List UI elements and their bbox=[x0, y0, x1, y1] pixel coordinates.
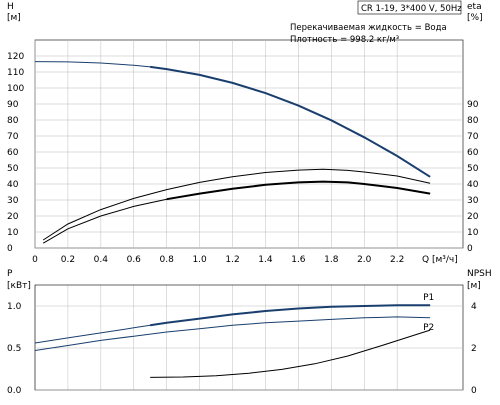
top-y-tick-label: 100 bbox=[7, 84, 24, 94]
top-y-tick-label: 70 bbox=[7, 132, 19, 142]
x-tick-label: 1.6 bbox=[291, 255, 306, 265]
bottom-ylabel-left-unit: [кВт] bbox=[7, 281, 31, 291]
top-ylabel-left-unit: [м] bbox=[7, 13, 21, 23]
top-y-tick-label: 80 bbox=[7, 116, 19, 126]
bottom-p2-curve bbox=[34, 316, 431, 351]
bottom-ylabel-right: NPSH bbox=[467, 269, 492, 279]
top-y-tick-label: 20 bbox=[7, 212, 19, 222]
x-tick-label: 1.2 bbox=[225, 255, 239, 265]
p2-series-label: P2 bbox=[423, 323, 434, 333]
bottom-npsh-curve bbox=[150, 329, 431, 378]
x-tick-label: 0.4 bbox=[94, 255, 109, 265]
top-y-right-tick-label: 30 bbox=[467, 196, 479, 206]
header-box bbox=[357, 0, 462, 15]
x-tick-label: 0.8 bbox=[160, 255, 175, 265]
bottom-y-tick-label: 0.0 bbox=[7, 386, 22, 396]
top-y-right-tick-label: 80 bbox=[467, 116, 479, 126]
top-y-right-tick-label: 50 bbox=[467, 164, 479, 174]
header-text: CR 1-19, 3*400 V, 50Hz bbox=[361, 4, 462, 14]
x-tick-label: 0.6 bbox=[127, 255, 142, 265]
top-h-curve-operating bbox=[150, 65, 431, 178]
x-tick-label: 2.2 bbox=[390, 255, 404, 265]
x-tick-label: 0.2 bbox=[61, 255, 75, 265]
x-tick-label: 1.4 bbox=[258, 255, 273, 265]
x-axis-label: Q [м³/ч] bbox=[422, 255, 458, 265]
bottom-y-right-tick-label: 4 bbox=[471, 302, 477, 312]
top-y-tick-label: 90 bbox=[7, 100, 19, 110]
fluid-note: Перекачиваемая жидкость = Вода bbox=[290, 23, 447, 33]
top-y-tick-label: 50 bbox=[7, 164, 19, 174]
top-y-right-tick-label: 90 bbox=[467, 100, 479, 110]
top-y-tick-label: 10 bbox=[7, 228, 19, 238]
bottom-ylabel-right-unit: [м] bbox=[467, 281, 481, 291]
top-y-tick-label: 30 bbox=[7, 196, 19, 206]
bottom-ylabel-left: P bbox=[7, 269, 13, 279]
top-y-right-tick-label: 70 bbox=[467, 132, 479, 142]
top-y-right-tick-label: 10 bbox=[467, 228, 479, 238]
x-tick-label: 1.8 bbox=[324, 255, 339, 265]
top-y-right-tick-label: 60 bbox=[467, 148, 479, 158]
x-tick-label: 1.0 bbox=[192, 255, 207, 265]
top-y-tick-label: 120 bbox=[7, 52, 24, 62]
top-y-right-tick-label: 40 bbox=[467, 180, 479, 190]
top-eta-bold-curve bbox=[42, 181, 431, 244]
bottom-y-right-tick-label: 2 bbox=[471, 344, 477, 354]
top-y-tick-label: 40 bbox=[7, 180, 19, 190]
bottom-y-tick-label: 1.0 bbox=[7, 302, 22, 312]
bottom-p1-curve-operating bbox=[150, 304, 431, 327]
top-ylabel-left: H bbox=[7, 2, 14, 12]
top-y-right-tick-label: 0 bbox=[467, 244, 473, 254]
top-y-tick-label: 60 bbox=[7, 148, 19, 158]
top-y-tick-label: 110 bbox=[7, 68, 24, 78]
bottom-y-tick-label: 0.5 bbox=[7, 344, 21, 354]
density-note: Плотность = 998.2 кг/м³ bbox=[290, 35, 399, 45]
bottom-y-right-tick-label: 0 bbox=[471, 386, 477, 396]
top-eta-thin-curve bbox=[42, 168, 431, 241]
top-ylabel-right-unit: [%] bbox=[467, 13, 483, 23]
bottom-plot-frame bbox=[34, 284, 464, 391]
top-ylabel-right: eta bbox=[467, 2, 482, 12]
x-tick-label: 0 bbox=[32, 255, 38, 265]
top-eta-bold-curve-operating bbox=[166, 180, 431, 201]
p1-series-label: P1 bbox=[423, 293, 434, 303]
x-tick-label: 2.0 bbox=[357, 255, 372, 265]
top-y-right-tick-label: 20 bbox=[467, 212, 479, 222]
top-y-tick-label: 0 bbox=[7, 244, 13, 254]
